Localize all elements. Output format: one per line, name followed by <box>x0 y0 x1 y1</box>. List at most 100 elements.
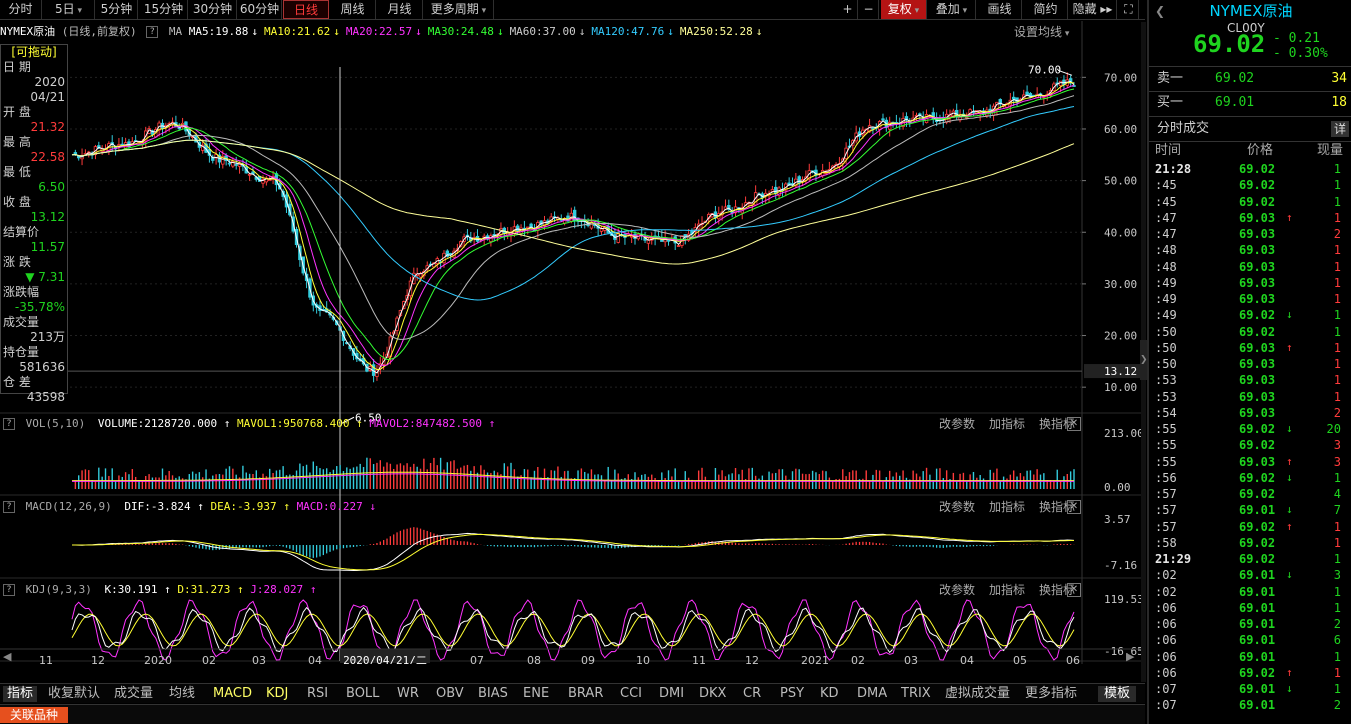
tick-time: :56 <box>1155 470 1177 485</box>
period-5min-button[interactable]: 5分钟 <box>96 0 138 19</box>
kdj-help-icon[interactable]: ? <box>3 584 15 596</box>
indicator-tab[interactable]: 收复默认 <box>48 686 101 701</box>
ma-legend-value: MA20:22.57 <box>345 25 413 38</box>
candle-body <box>234 164 238 166</box>
indicator-tab[interactable]: BOLL <box>346 686 380 701</box>
adjust-button[interactable]: 复权 <box>881 0 927 19</box>
fullscreen-icon[interactable]: ⛶ <box>1119 0 1139 19</box>
mavol1-arrow-icon: ↑ <box>356 417 363 430</box>
vol-edit-params[interactable]: 改参数 <box>938 417 975 431</box>
ma-prefix: MA <box>168 25 183 38</box>
vol-help-icon[interactable]: ? <box>3 418 15 430</box>
indicator-tab[interactable]: RSI <box>307 686 329 701</box>
zoom-out-button[interactable]: − <box>859 0 879 19</box>
bar-info-box[interactable]: [可拖动] 日 期 2020 04/21 开 盘 21.32 最 高 22.58… <box>0 44 68 404</box>
period-monthly-button[interactable]: 月线 <box>377 0 423 19</box>
tick-row: :07 69.01 ↓ 1 <box>1149 681 1351 697</box>
period-daily-button[interactable]: 日线 <box>283 0 329 19</box>
vol-mavol1: MAVOL1:950768.400 <box>236 417 350 430</box>
tick-volume: 1 <box>1333 552 1341 566</box>
macd-dea: DEA:-3.937 <box>210 500 277 513</box>
quote-change: - 0.21 <box>1273 31 1320 46</box>
vol-add-indicator[interactable]: 加指标 <box>988 417 1025 431</box>
tick-price: 69.02 <box>1239 438 1276 453</box>
zoom-in-button[interactable]: + <box>838 0 858 19</box>
indicator-tab[interactable]: 指标 <box>3 686 38 702</box>
candle-body <box>881 118 885 121</box>
macd-close-icon[interactable]: ✕ <box>1067 500 1081 514</box>
vol-close-icon[interactable]: ✕ <box>1067 417 1081 431</box>
collapse-left-icon[interactable]: ❮ <box>1155 4 1166 18</box>
indicator-tab[interactable]: KD <box>820 686 839 701</box>
indicator-tab[interactable]: BRAR <box>568 686 604 701</box>
indicator-tab[interactable]: CCI <box>620 686 642 701</box>
chart-canvas[interactable]: 70.00 60.00 50.00 40.00 30.00 20.00 10.00 13.12… <box>0 21 1145 664</box>
indicator-tab[interactable]: PSY <box>780 686 805 701</box>
indicator-tab[interactable]: 虚拟成交量 <box>945 686 1011 701</box>
kdj-close-icon[interactable]: ✕ <box>1067 583 1081 597</box>
kdj-edit-params[interactable]: 改参数 <box>938 583 975 597</box>
macd-swap-indicator[interactable]: 换指标 <box>1038 500 1075 514</box>
indicator-tab[interactable]: WR <box>397 686 419 701</box>
x-axis-label: 2020 <box>144 654 172 664</box>
macd-add-indicator[interactable]: 加指标 <box>988 500 1025 514</box>
bid-volume: 18 <box>1331 95 1347 110</box>
price-tick-label: 40.00 <box>1104 226 1137 239</box>
tick-arrow-icon: ↓ <box>1286 422 1293 435</box>
ticks-detail-button[interactable]: 详 <box>1331 121 1349 137</box>
indicator-tab[interactable]: CR <box>743 686 762 701</box>
candle-body <box>147 128 151 134</box>
tick-arrow-icon: ↓ <box>1286 682 1293 695</box>
indicator-tab[interactable]: KDJ <box>266 686 289 701</box>
indicator-tab[interactable]: DMA <box>857 686 888 701</box>
indicator-tab[interactable]: 模板 <box>1098 686 1137 702</box>
collapse-arrow-icon[interactable]: ❯ <box>1140 340 1148 380</box>
status-bar: 关联品种 <box>0 704 1145 724</box>
indicator-tab[interactable]: 成交量 <box>114 686 154 701</box>
period-more-periods-button[interactable]: 更多周期 <box>424 0 494 19</box>
macd-edit-params[interactable]: 改参数 <box>938 500 975 514</box>
period-15min-button[interactable]: 15分钟 <box>140 0 188 19</box>
period-30min-button[interactable]: 30分钟 <box>189 0 237 19</box>
tick-time: :06 <box>1155 600 1177 615</box>
period-weekly-button[interactable]: 周线 <box>330 0 376 19</box>
tick-volume: 1 <box>1333 357 1341 371</box>
simple-button[interactable]: 简约 <box>1024 0 1068 19</box>
min-price-label: 6.50 <box>355 411 382 424</box>
tick-volume: 3 <box>1333 568 1341 583</box>
period-5day-button[interactable]: 5日 <box>43 0 95 19</box>
indicator-tab[interactable]: DKX <box>699 686 727 701</box>
indicator-tab[interactable]: TRIX <box>901 686 931 701</box>
tick-price: 69.02 <box>1239 162 1276 176</box>
period-timeshare-button[interactable]: 分时 <box>0 0 42 19</box>
ma-settings-button[interactable]: 设置均线 <box>1014 24 1069 40</box>
date-md: 04/21 <box>30 90 65 104</box>
tick-time: :49 <box>1155 275 1177 290</box>
tick-volume: 1 <box>1333 210 1341 225</box>
indicator-tab[interactable]: 均线 <box>169 686 196 701</box>
draw-line-button[interactable]: 画线 <box>978 0 1022 19</box>
vol-axis-bottom: 0.00 <box>1104 481 1131 494</box>
tick-time: :58 <box>1155 535 1177 550</box>
kdj-add-indicator[interactable]: 加指标 <box>988 583 1025 597</box>
macd-help-icon[interactable]: ? <box>3 501 15 513</box>
kdj-swap-indicator[interactable]: 换指标 <box>1038 583 1075 597</box>
indicator-tab[interactable]: OBV <box>436 686 464 701</box>
indicator-tab[interactable]: MACD <box>213 686 252 701</box>
indicator-tab[interactable]: DMI <box>659 686 685 701</box>
overlay-button[interactable]: 叠加 <box>928 0 976 19</box>
chart-area[interactable]: 70.00 60.00 50.00 40.00 30.00 20.00 10.00 13.12… <box>0 21 1145 664</box>
help-icon[interactable]: ? <box>146 26 159 38</box>
draggable-label[interactable]: [可拖动] <box>11 45 57 59</box>
hide-button[interactable]: 隐藏 ▸▸ <box>1069 0 1117 19</box>
related-products-button[interactable]: 关联品种 <box>0 707 69 723</box>
indicator-tab[interactable]: ENE <box>523 686 550 701</box>
tick-volume: 1 <box>1333 682 1341 696</box>
ma-line-10 <box>71 81 1075 371</box>
period-60min-button[interactable]: 60分钟 <box>238 0 282 19</box>
tick-row: :56 69.02 ↓ 1 <box>1149 470 1351 486</box>
indicator-tab[interactable]: BIAS <box>478 686 508 701</box>
ma-legend-value: MA5:19.88 <box>188 25 249 38</box>
indicator-tab[interactable]: 更多指标 <box>1025 686 1078 701</box>
vol-swap-indicator[interactable]: 换指标 <box>1038 417 1075 431</box>
